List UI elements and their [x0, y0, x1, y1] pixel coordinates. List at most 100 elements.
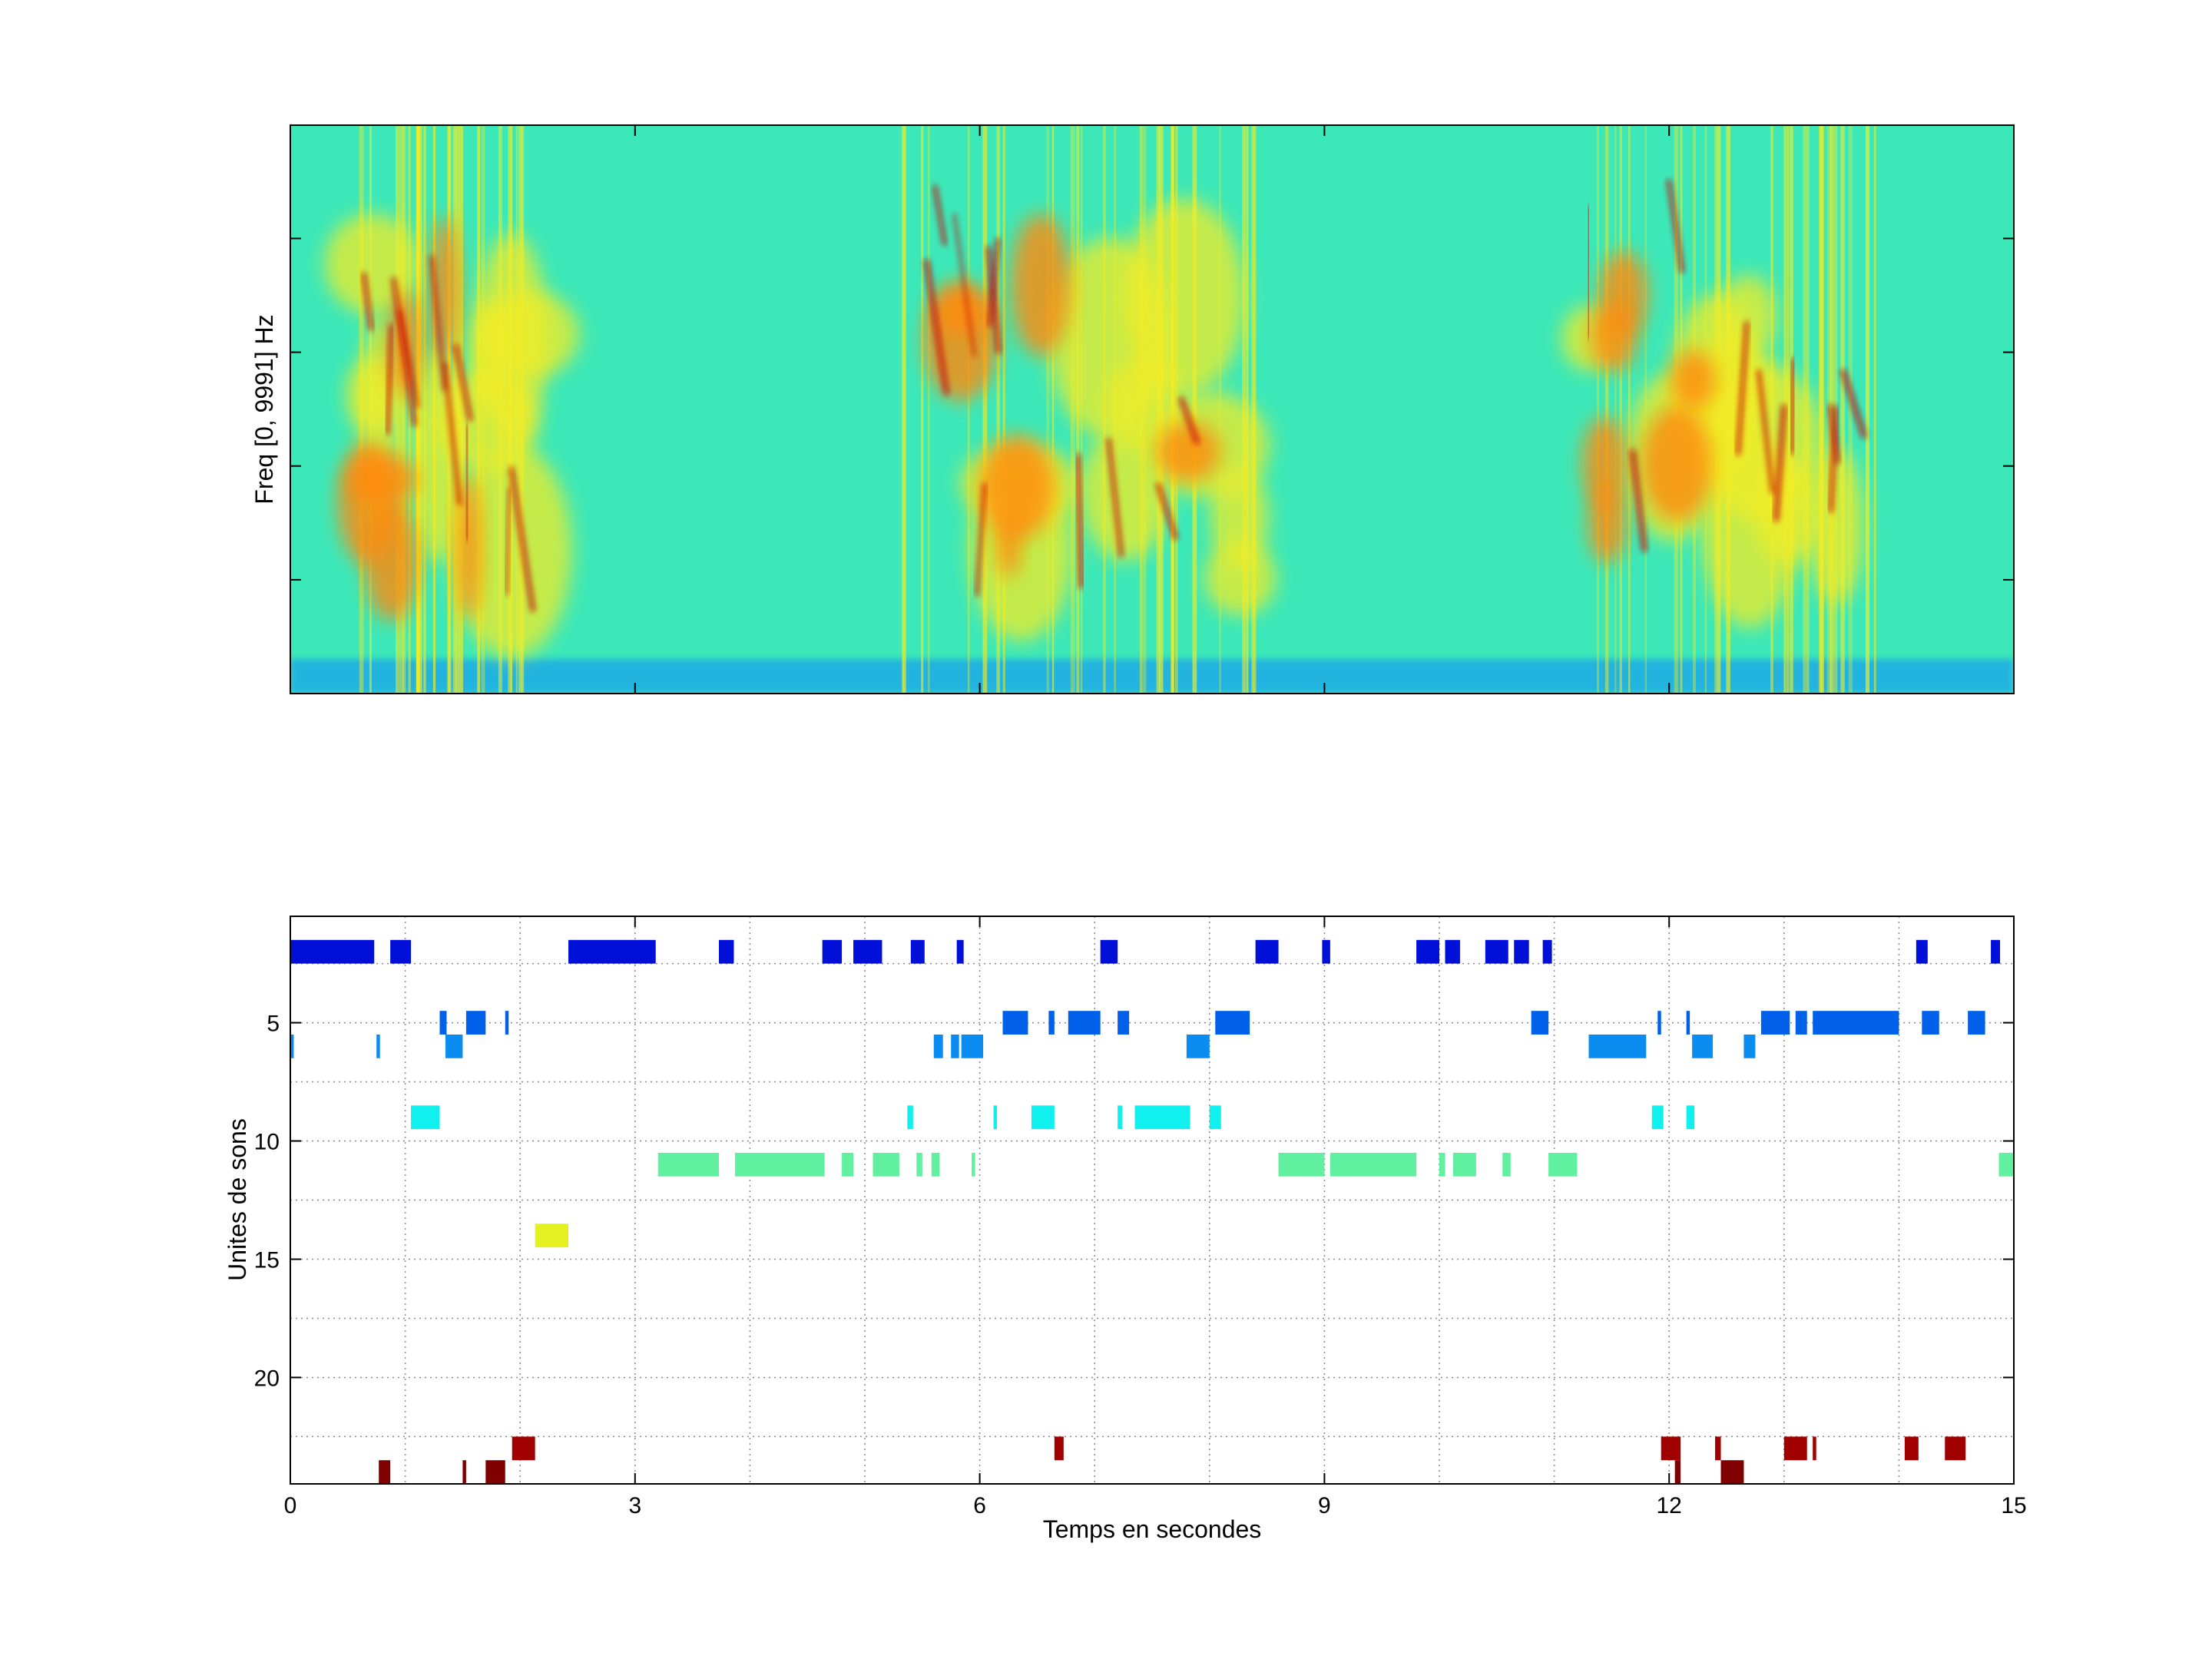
- unit-9-segment: [1686, 1105, 1695, 1130]
- unit-11-segment: [1330, 1152, 1417, 1177]
- spectrogram-call-1: [324, 125, 580, 694]
- unit-5-segment: [1813, 1011, 1899, 1035]
- sound-units-grid: [290, 916, 2014, 1484]
- unit-5-segment: [1215, 1011, 1250, 1035]
- unit-2-segment: [390, 939, 412, 964]
- unit-2-segment: [1445, 939, 1460, 964]
- x-tick-label: 12: [1657, 1493, 1682, 1518]
- unit-23-segment: [1661, 1436, 1681, 1461]
- y-tick-label: 15: [254, 1247, 280, 1273]
- sound-units-ticks: [290, 916, 2015, 1484]
- unit-9-segment: [993, 1105, 998, 1130]
- unit-11-segment: [972, 1152, 975, 1177]
- unit-2-segment: [1916, 939, 1928, 964]
- unit-2-segment: [290, 939, 375, 964]
- unit-2-segment: [1255, 939, 1279, 964]
- unit-23-segment: [1813, 1436, 1816, 1461]
- x-axis-label: Temps en secondes: [1043, 1515, 1262, 1543]
- unit-9-segment: [1031, 1105, 1055, 1130]
- unit-6-segment: [933, 1034, 943, 1058]
- unit-24-segment: [485, 1460, 505, 1484]
- unit-6-segment: [961, 1034, 984, 1058]
- unit-11-segment: [931, 1152, 940, 1177]
- unit-6-segment: [1186, 1034, 1210, 1058]
- sound-units-frame: [290, 916, 2015, 1485]
- spectrogram-frame: [290, 124, 2015, 694]
- spectrogram-image: [290, 125, 2014, 694]
- unit-6-segment: [1743, 1034, 1756, 1058]
- unit-5-segment: [1795, 1011, 1807, 1035]
- x-tick-label: 0: [284, 1493, 297, 1518]
- unit-5-segment: [1922, 1011, 1939, 1035]
- y-tick-label: 10: [254, 1130, 280, 1155]
- unit-2-segment: [1991, 939, 2001, 964]
- unit-9-segment: [1209, 1105, 1221, 1130]
- unit-6-segment: [376, 1034, 380, 1058]
- unit-5-segment: [1760, 1011, 1790, 1035]
- unit-6-segment: [1692, 1034, 1714, 1058]
- unit-2-segment: [568, 939, 656, 964]
- unit-9-segment: [411, 1105, 440, 1130]
- unit-11-segment: [1548, 1152, 1578, 1177]
- unit-2-segment: [1485, 939, 1508, 964]
- x-tick-label: 3: [628, 1493, 641, 1518]
- unit-24-segment: [379, 1460, 391, 1484]
- unit-24-segment: [1674, 1460, 1681, 1484]
- y-tick-label: 20: [254, 1366, 280, 1391]
- unit-9-segment: [1651, 1105, 1664, 1130]
- unit-5-segment: [1531, 1011, 1549, 1035]
- unit-11-segment: [1278, 1152, 1325, 1177]
- unit-11-segment: [916, 1152, 922, 1177]
- unit-23-segment: [1783, 1436, 1807, 1461]
- unit-2-segment: [1416, 939, 1439, 964]
- unit-6-segment: [445, 1034, 463, 1058]
- unit-2-segment: [719, 939, 734, 964]
- unit-2-segment: [1542, 939, 1552, 964]
- unit-5-segment: [1968, 1011, 1985, 1035]
- unit-23-segment: [1715, 1436, 1721, 1461]
- unit-11-segment: [734, 1152, 825, 1177]
- x-tick-label: 15: [2001, 1493, 2026, 1518]
- spectrogram-call-3: [1561, 125, 1876, 694]
- sound-units-segments: [290, 939, 2014, 1484]
- spectrogram-low-band: [290, 659, 2014, 694]
- unit-9-segment: [1134, 1105, 1190, 1130]
- unit-5-segment: [1686, 1011, 1690, 1035]
- unit-2-segment: [822, 939, 843, 964]
- unit-11-segment: [657, 1152, 720, 1177]
- sound-units-axes: 0 3 6 9 12 15 5 10 15 20 Temps en secondes Unite…: [224, 916, 2027, 1543]
- unit-2-segment: [910, 939, 925, 964]
- unit-5-segment: [1118, 1011, 1130, 1035]
- unit-6-segment: [951, 1034, 959, 1058]
- spectrogram-y-axis-label: Freq [0, 9991] Hz: [250, 314, 278, 504]
- unit-11-segment: [873, 1152, 899, 1177]
- unit-6-segment: [1588, 1034, 1647, 1058]
- unit-5-segment: [1068, 1011, 1101, 1035]
- unit-23-segment: [1945, 1436, 1966, 1461]
- unit-9-segment: [1118, 1105, 1123, 1130]
- unit-5-segment: [1048, 1011, 1055, 1035]
- unit-5-segment: [465, 1011, 486, 1035]
- y-axis-label: Unites de sons: [224, 1118, 251, 1281]
- unit-14-segment: [535, 1224, 569, 1248]
- unit-2-segment: [853, 939, 882, 964]
- unit-11-segment: [1502, 1152, 1511, 1177]
- unit-24-segment: [462, 1460, 466, 1484]
- unit-5-segment: [505, 1011, 509, 1035]
- unit-23-segment: [1904, 1436, 1919, 1461]
- unit-2-segment: [1100, 939, 1118, 964]
- unit-11-segment: [1452, 1152, 1476, 1177]
- unit-5-segment: [1002, 1011, 1028, 1035]
- unit-11-segment: [1998, 1152, 2014, 1177]
- y-tick-label: 5: [267, 1012, 280, 1037]
- unit-2-segment: [956, 939, 964, 964]
- spectrogram-call-2: [901, 125, 1277, 694]
- unit-23-segment: [512, 1436, 535, 1461]
- x-tick-label: 9: [1318, 1493, 1331, 1518]
- unit-23-segment: [1054, 1436, 1064, 1461]
- spectrogram-axes: Freq [0, 9991] Hz: [250, 124, 2015, 694]
- unit-5-segment: [1657, 1011, 1661, 1035]
- unit-2-segment: [1322, 939, 1330, 964]
- unit-11-segment: [842, 1152, 854, 1177]
